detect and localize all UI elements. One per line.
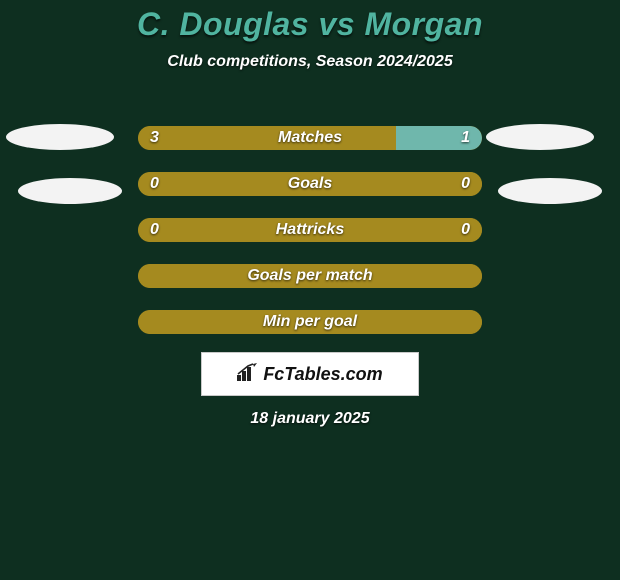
- stat-bar: 00Goals: [138, 172, 482, 196]
- team-logo-placeholder: [486, 124, 594, 150]
- stat-bar: 00Hattricks: [138, 218, 482, 242]
- stat-bar: Goals per match: [138, 264, 482, 288]
- team-logo-placeholder: [18, 178, 122, 204]
- comparison-canvas: C. Douglas vs Morgan Club competitions, …: [0, 0, 620, 580]
- fctables-logo-box: FcTables.com: [201, 352, 419, 396]
- stat-label: Matches: [138, 126, 482, 150]
- team-logo-placeholder: [6, 124, 114, 150]
- page-subtitle: Club competitions, Season 2024/2025: [0, 53, 620, 71]
- stat-bar: Min per goal: [138, 310, 482, 334]
- stat-label: Goals: [138, 172, 482, 196]
- stat-label: Hattricks: [138, 218, 482, 242]
- fctables-logo-text: FcTables.com: [263, 364, 382, 385]
- team-logo-placeholder: [498, 178, 602, 204]
- stat-bar: 31Matches: [138, 126, 482, 150]
- date-label: 18 january 2025: [0, 410, 620, 428]
- page-title: C. Douglas vs Morgan: [0, 0, 620, 43]
- stat-label: Goals per match: [138, 264, 482, 288]
- fctables-chart-icon: [237, 363, 259, 386]
- stat-label: Min per goal: [138, 310, 482, 334]
- stats-area: 31Matches 00Goals 00Hattricks Goals per mat…: [138, 126, 482, 356]
